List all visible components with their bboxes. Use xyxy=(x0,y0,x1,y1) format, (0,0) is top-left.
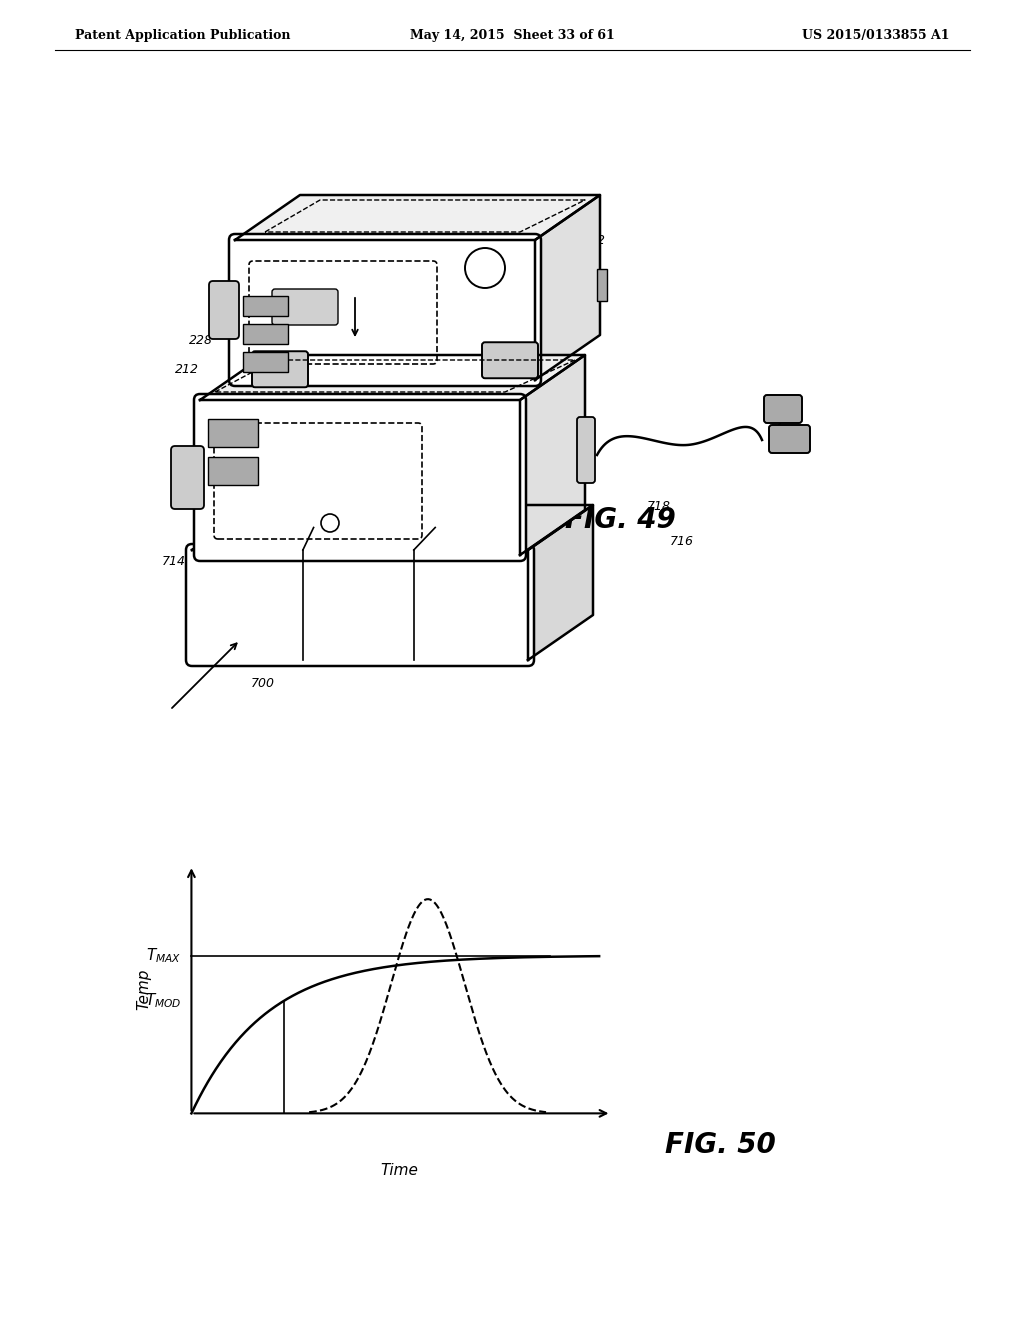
Text: 716: 716 xyxy=(670,535,694,548)
Text: 246: 246 xyxy=(426,374,451,387)
FancyBboxPatch shape xyxy=(482,342,538,379)
Text: Patent Application Publication: Patent Application Publication xyxy=(75,29,291,41)
Text: FIG. 49: FIG. 49 xyxy=(564,506,676,535)
Polygon shape xyxy=(535,195,600,380)
Text: $T_{MAX}$: $T_{MAX}$ xyxy=(146,946,181,965)
Bar xyxy=(243,352,288,372)
Circle shape xyxy=(465,248,505,288)
Polygon shape xyxy=(193,506,593,550)
Text: 704: 704 xyxy=(382,607,407,620)
Text: FIG. 50: FIG. 50 xyxy=(665,1131,775,1159)
Text: May 14, 2015  Sheet 33 of 61: May 14, 2015 Sheet 33 of 61 xyxy=(410,29,614,41)
FancyBboxPatch shape xyxy=(769,425,810,453)
FancyBboxPatch shape xyxy=(229,234,541,385)
Text: 238: 238 xyxy=(446,201,471,214)
Text: 232: 232 xyxy=(285,304,309,317)
Polygon shape xyxy=(528,506,593,660)
Bar xyxy=(208,457,258,484)
FancyBboxPatch shape xyxy=(597,269,607,301)
Text: 739: 739 xyxy=(418,597,442,610)
Text: $T_{MOD}$: $T_{MOD}$ xyxy=(144,991,181,1010)
Polygon shape xyxy=(200,355,585,400)
Text: 237: 237 xyxy=(231,366,256,379)
FancyBboxPatch shape xyxy=(272,289,338,325)
Bar xyxy=(243,296,288,315)
Circle shape xyxy=(321,513,339,532)
Text: 102: 102 xyxy=(413,202,437,215)
Text: 230: 230 xyxy=(239,323,263,337)
Polygon shape xyxy=(234,195,600,240)
Text: 718: 718 xyxy=(646,500,671,513)
Text: 202: 202 xyxy=(582,234,606,247)
Polygon shape xyxy=(520,355,585,554)
Bar xyxy=(243,323,288,345)
Text: 702: 702 xyxy=(379,525,403,539)
Text: 228: 228 xyxy=(188,334,213,347)
Text: 712: 712 xyxy=(265,512,290,525)
FancyBboxPatch shape xyxy=(186,544,534,667)
Text: 100: 100 xyxy=(326,247,350,260)
FancyBboxPatch shape xyxy=(194,393,526,561)
Text: 212: 212 xyxy=(175,363,200,376)
Text: Temp: Temp xyxy=(136,969,152,1010)
Text: 228R: 228R xyxy=(205,527,238,540)
Text: 700: 700 xyxy=(251,677,275,690)
FancyBboxPatch shape xyxy=(252,351,308,387)
Text: 200: 200 xyxy=(566,205,591,218)
Text: Time: Time xyxy=(381,1163,418,1177)
FancyBboxPatch shape xyxy=(577,417,595,483)
Text: 714: 714 xyxy=(162,554,186,568)
FancyBboxPatch shape xyxy=(209,281,239,339)
Text: 708: 708 xyxy=(239,582,263,595)
Text: 230R: 230R xyxy=(227,510,260,523)
FancyBboxPatch shape xyxy=(764,395,802,422)
Text: US 2015/0133855 A1: US 2015/0133855 A1 xyxy=(803,29,950,41)
Text: 239: 239 xyxy=(535,218,559,231)
Text: 706: 706 xyxy=(510,515,535,528)
FancyBboxPatch shape xyxy=(171,446,204,510)
Bar xyxy=(208,418,258,447)
